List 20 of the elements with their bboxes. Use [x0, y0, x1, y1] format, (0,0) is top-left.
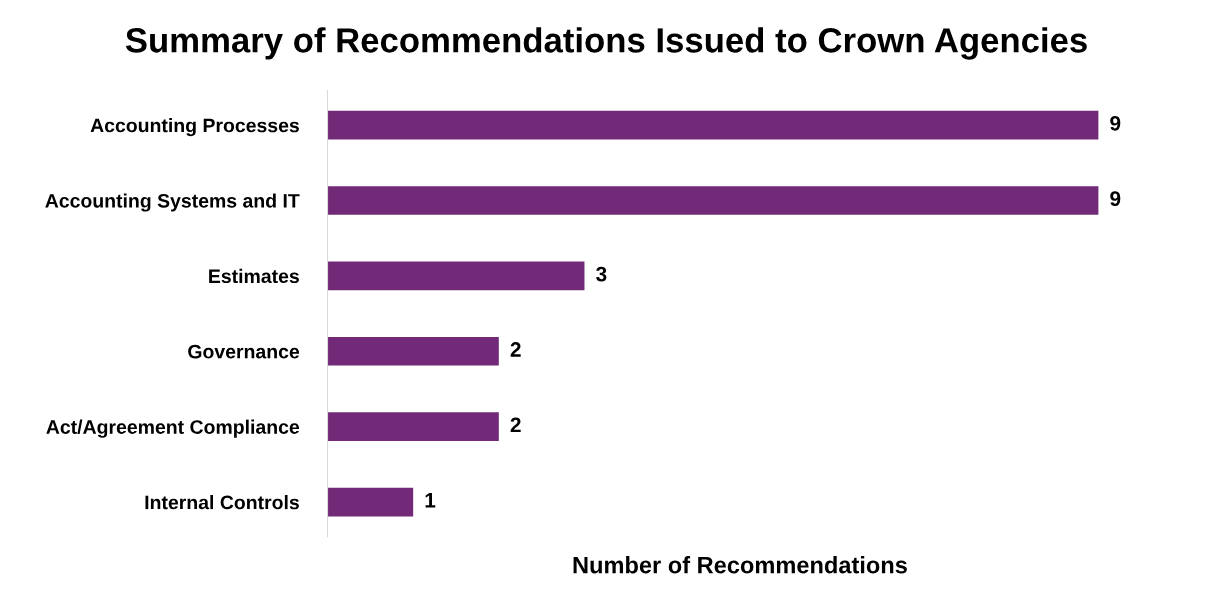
data-label: 9 [1110, 115, 1121, 131]
y-tick-label: Estimates [209, 268, 299, 284]
data-label: 2 [510, 417, 521, 433]
data-label: 1 [425, 493, 436, 508]
y-tick-label: Governance [188, 344, 300, 359]
x-axis-title: Number of Recommendations [573, 556, 907, 574]
y-tick-label: Accounting Processes [90, 118, 299, 137]
y-tick-label: Accounting Systems and IT [45, 193, 300, 212]
bar [327, 110, 1099, 140]
bar [327, 487, 414, 517]
bar [327, 186, 1099, 215]
bar [327, 336, 499, 366]
y-tick-label: Act/Agreement Compliance [46, 419, 300, 438]
bar [327, 412, 499, 441]
data-label: 2 [510, 342, 521, 357]
data-label: 9 [1110, 191, 1121, 207]
y-tick-label: Internal Controls [145, 495, 299, 510]
chart-title: Summary of Recommendations Issued to Crown Agencies [125, 27, 1087, 60]
bar [327, 261, 585, 291]
data-label: 3 [596, 266, 607, 282]
